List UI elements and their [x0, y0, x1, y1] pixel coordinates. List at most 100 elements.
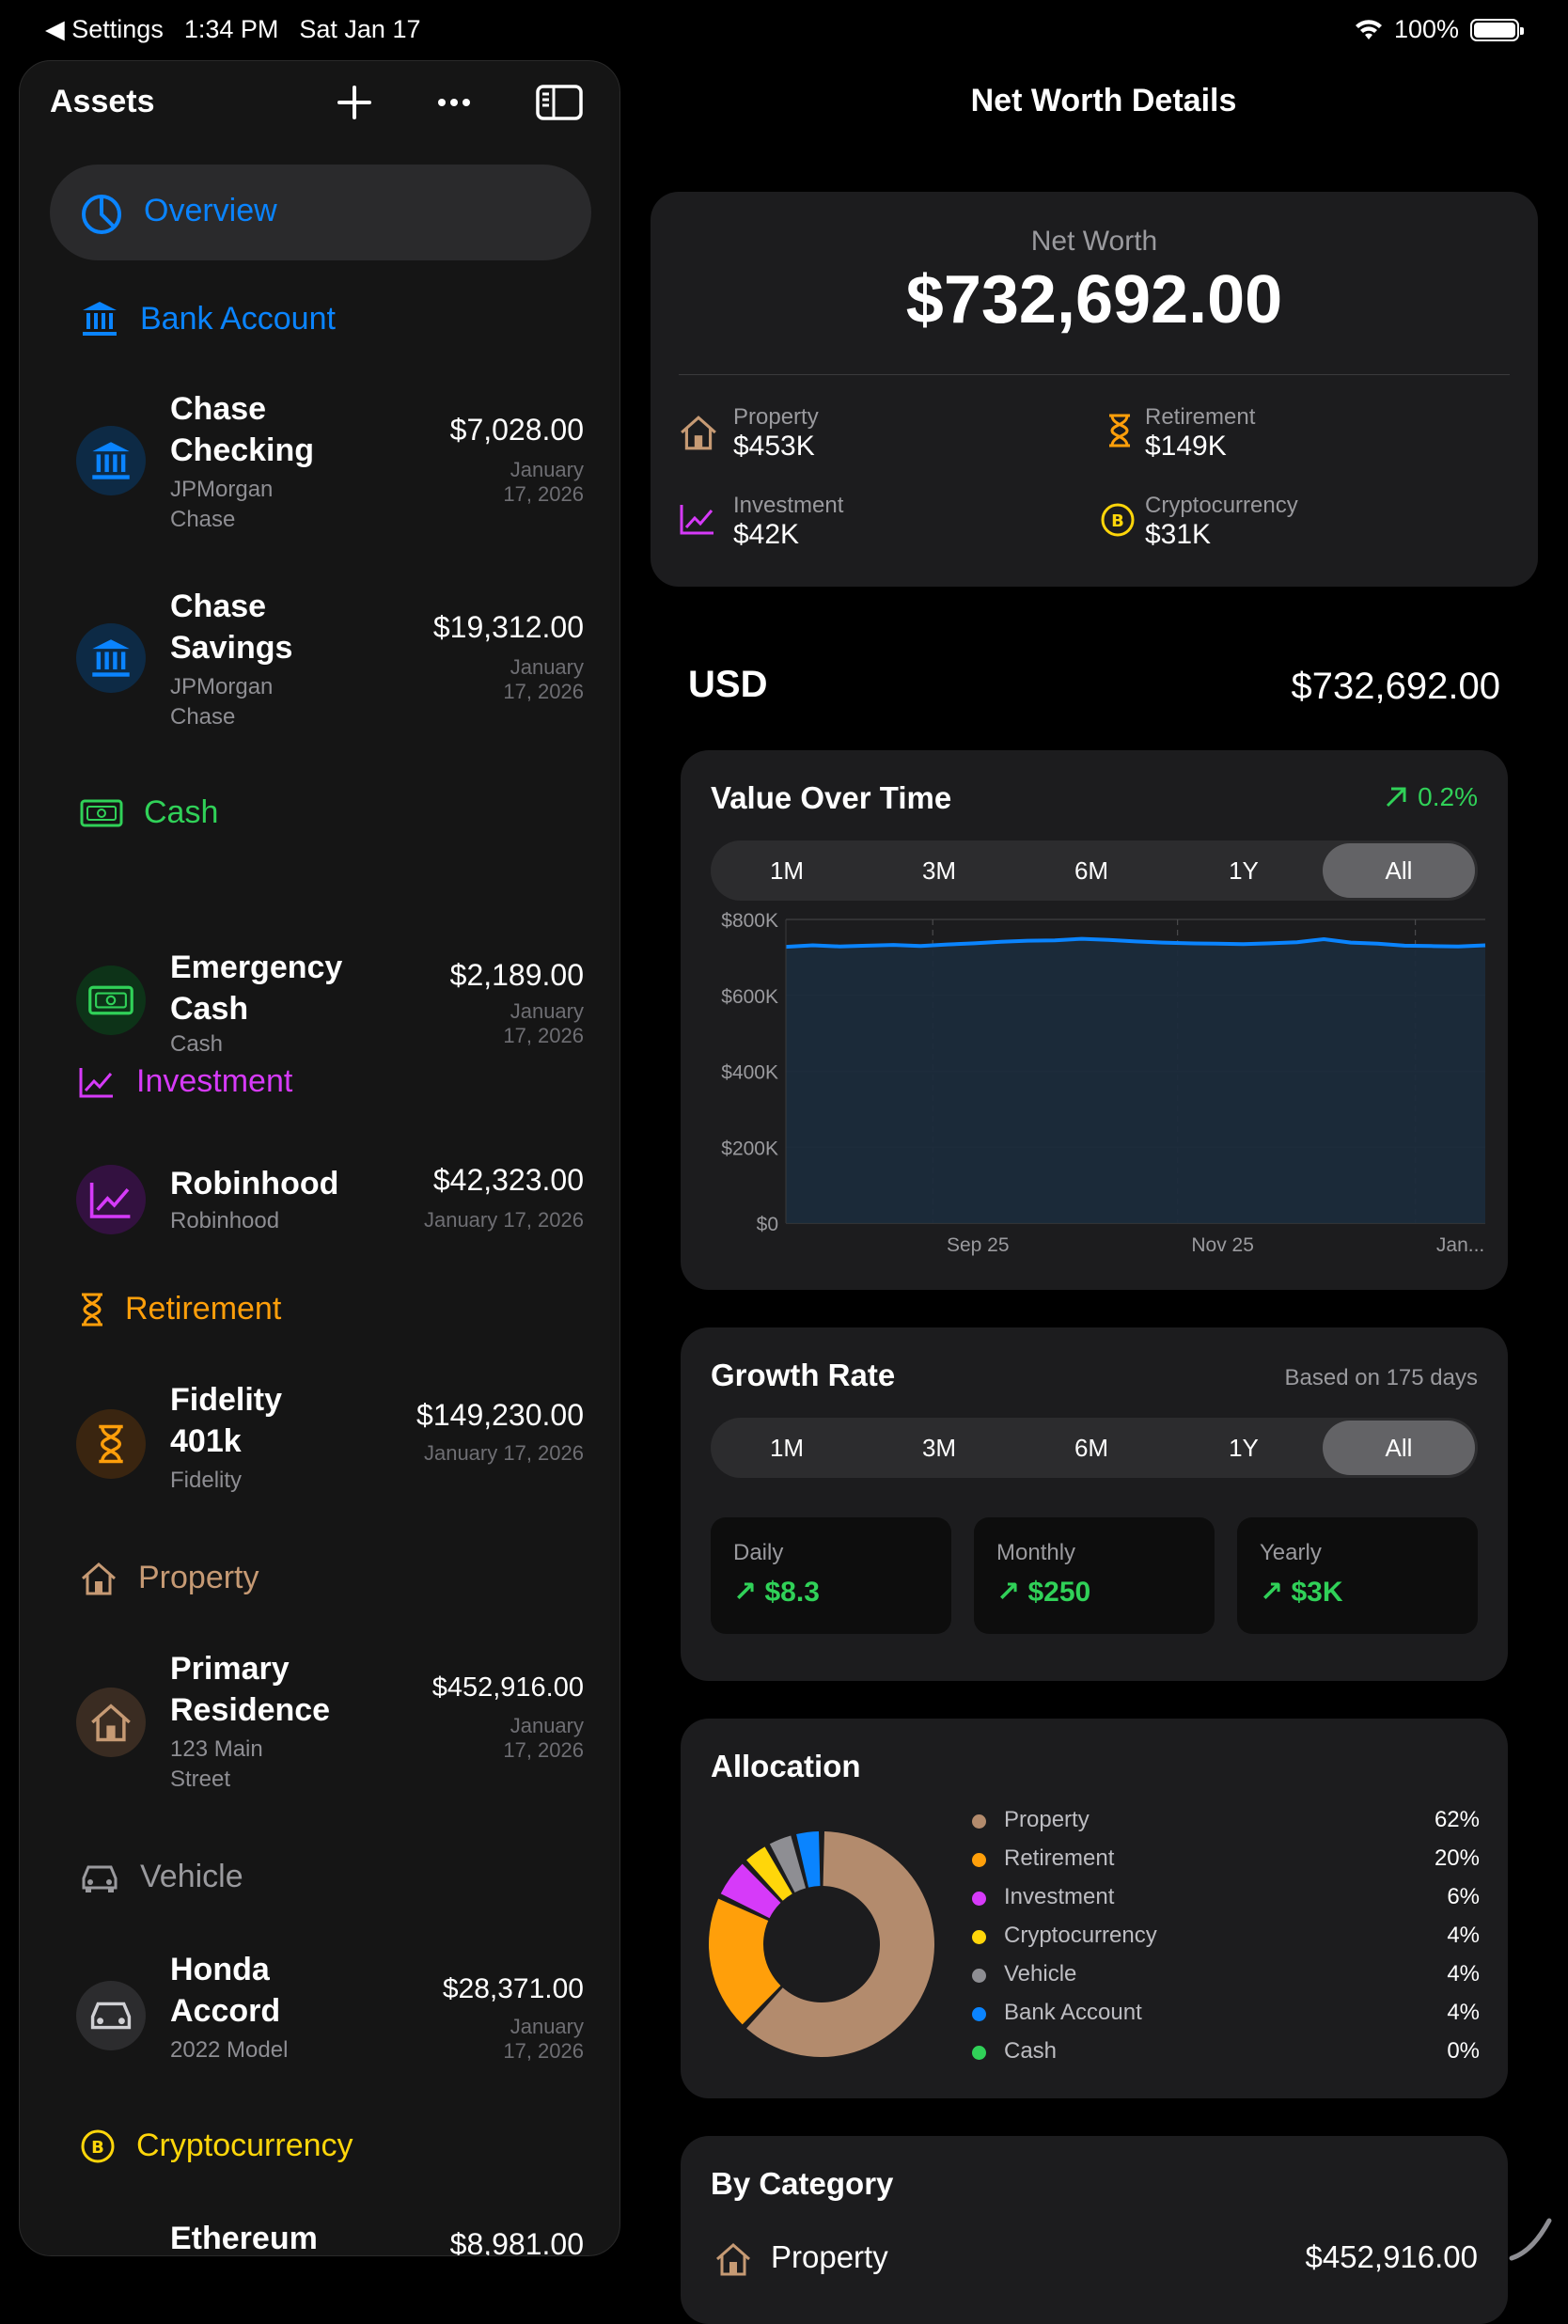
pencil-icon[interactable]: [1504, 2207, 1560, 2264]
account-name: Honda Accord: [170, 1952, 281, 2029]
y-tick-label: $200K: [721, 1138, 778, 1159]
section-label: Property: [138, 1560, 259, 1595]
back-to-settings[interactable]: ◀ Settings: [45, 15, 164, 43]
legend-item: Cash 0%: [972, 2036, 1480, 2075]
sidebar-item-overview[interactable]: Overview: [50, 165, 591, 260]
account-institution: JPMorgan Chase: [170, 674, 274, 730]
range-1y[interactable]: 1Y: [1229, 1434, 1259, 1462]
category-value: $452,916.00: [1305, 2239, 1478, 2274]
range-all[interactable]: All: [1323, 1421, 1475, 1475]
net-worth-label: Net Worth: [1030, 226, 1158, 257]
account-name: Robinhood: [170, 1166, 339, 1201]
more-icon[interactable]: [433, 82, 475, 123]
legend-name: Cryptocurrency: [1004, 1923, 1157, 1948]
legend-dot: [972, 2007, 986, 2021]
car-icon: [82, 1865, 118, 1892]
bank-icon: [83, 302, 117, 336]
bitcoin-icon: B: [1101, 503, 1135, 537]
page-title: Net Worth Details: [970, 83, 1237, 118]
wifi-icon: [1355, 19, 1382, 39]
battery-percent: 100%: [1393, 15, 1459, 43]
account-row-chase-checking[interactable]: Chase Checking JPMorgan Chase $7,028.00 Ja…: [76, 388, 584, 548]
area-fill: [786, 938, 1485, 1223]
range-3m[interactable]: 3M: [921, 1434, 957, 1462]
range-6m[interactable]: 6M: [1074, 1434, 1109, 1462]
y-tick-label: $600K: [721, 986, 778, 1008]
growth-value: ↗ $250: [996, 1577, 1091, 1608]
account-date: January 17, 2026: [503, 655, 584, 703]
add-icon[interactable]: [334, 82, 375, 123]
overview-label: Overview: [144, 193, 277, 228]
account-name: Ethereum: [170, 2221, 318, 2256]
account-row-emergency-cash[interactable]: Emergency Cash Cash $2,189.00 January 17, …: [76, 947, 584, 1069]
arrow-up-right-icon: [1387, 787, 1406, 808]
sidebar-toggle-icon[interactable]: [535, 82, 584, 123]
section-property: Property: [80, 1560, 259, 1596]
section-vehicle: Vehicle: [80, 1859, 243, 1895]
category-name: Property: [771, 2239, 888, 2274]
legend-item: Vehicle 4%: [972, 1959, 1480, 1998]
net-worth-value: $732,692.00: [905, 262, 1283, 338]
account-date: January 17, 2026: [503, 2015, 584, 2063]
account-name: Fidelity 401k: [170, 1382, 283, 1459]
legend-percent: 0%: [1447, 2038, 1480, 2064]
range-3m[interactable]: 3M: [921, 856, 957, 885]
section-label: Vehicle: [140, 1859, 243, 1894]
summary-label: Retirement: [1145, 404, 1256, 430]
legend-dot: [972, 1853, 986, 1867]
section-cryptocurrency: B Cryptocurrency: [80, 2128, 353, 2164]
value-over-time-card: Value Over Time 0.2% 1M 3M 6M 1Y All $0 $…: [681, 750, 1508, 1290]
account-name: Chase Checking: [170, 391, 315, 468]
range-1m[interactable]: 1M: [769, 856, 805, 885]
account-date: January 17, 2026: [423, 1441, 584, 1465]
hourglass-icon: [76, 1409, 146, 1479]
summary-label: Cryptocurrency: [1145, 493, 1298, 518]
donut-slice-vehicle: [769, 1835, 807, 1892]
account-date: January 17, 2026: [503, 1714, 584, 1762]
range-1m[interactable]: 1M: [769, 1434, 805, 1462]
hourglass-icon: [1109, 414, 1130, 448]
account-row-chase-savings[interactable]: Chase Savings JPMorgan Chase $19,312.00 Ja…: [76, 586, 584, 746]
account-name: Primary Residence: [170, 1651, 331, 1728]
growth-value: ↗ $8.3: [733, 1577, 820, 1608]
account-row-primary-residence[interactable]: Primary Residence 123 Main Street $452,916…: [76, 1648, 584, 1808]
account-row-fidelity-401k[interactable]: Fidelity 401k Fidelity $149,230.00 Januar…: [76, 1379, 584, 1511]
range-all[interactable]: All: [1323, 843, 1475, 898]
section-label: Retirement: [125, 1291, 282, 1327]
battery-icon: [1470, 18, 1524, 41]
account-date: January 17, 2026: [503, 999, 584, 1047]
range-6m[interactable]: 6M: [1074, 856, 1109, 885]
legend-item: Investment 6%: [972, 1882, 1480, 1921]
legend-item: Retirement 20%: [972, 1844, 1480, 1882]
chart-line-icon: [76, 1165, 146, 1234]
hourglass-icon: [82, 1293, 102, 1326]
account-amount: $149,230.00: [416, 1398, 584, 1432]
account-row-ethereum[interactable]: Ethereum $8,981.00: [76, 2218, 584, 2256]
account-name: Emergency Cash: [170, 950, 343, 1027]
growth-rate-card: Growth Rate Based on 175 days 1M 3M 6M 1…: [681, 1327, 1508, 1681]
account-row-robinhood[interactable]: Robinhood Robinhood $42,323.00 January 1…: [76, 1154, 584, 1248]
legend-percent: 4%: [1447, 1961, 1480, 1986]
account-row-honda-accord[interactable]: Honda Accord 2022 Model $28,371.00 Januar…: [76, 1949, 584, 2081]
cash-icon: [76, 966, 146, 1035]
time-range-selector: 1M 3M 6M 1Y All: [711, 840, 1478, 901]
cash-icon: [80, 799, 123, 826]
legend-dot: [972, 1892, 986, 1906]
summary-value: $453K: [733, 431, 815, 462]
bank-icon: [76, 623, 146, 693]
card-title: By Category: [711, 2166, 894, 2201]
section-cash: Cash: [80, 794, 218, 831]
legend-percent: 4%: [1447, 2000, 1480, 2025]
section-label: Investment: [136, 1063, 293, 1099]
summary-label: Investment: [733, 493, 844, 518]
range-1y[interactable]: 1Y: [1229, 856, 1259, 885]
change-badge: 0.2%: [1384, 782, 1478, 812]
currency-label: USD: [688, 664, 768, 705]
growth-yearly: Yearly ↗ $3K: [1237, 1517, 1478, 1634]
growth-basis: Based on 175 days: [1284, 1365, 1479, 1390]
legend-name: Bank Account: [1004, 2000, 1142, 2025]
series-line: [785, 936, 1486, 950]
summary-value: $42K: [733, 519, 800, 550]
value-chart: $0 $200K $400K $600K $800K Sep 25 Nov 25 Jan...: [721, 910, 1486, 1256]
chart-line-icon: [79, 1067, 113, 1097]
